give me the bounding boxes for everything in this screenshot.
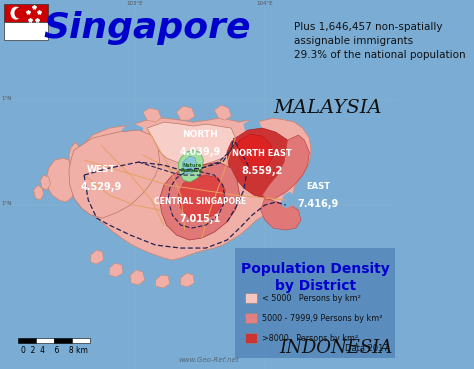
Text: EAST: EAST <box>306 182 330 191</box>
Text: 5000 - 7999,9 Persons by km²: 5000 - 7999,9 Persons by km² <box>262 314 383 323</box>
Bar <box>18 338 36 343</box>
Bar <box>72 338 90 343</box>
Circle shape <box>14 8 23 18</box>
Polygon shape <box>214 105 231 120</box>
Text: 103°E: 103°E <box>126 1 143 6</box>
Circle shape <box>10 7 21 20</box>
Polygon shape <box>122 124 143 138</box>
Text: MALAYSIA: MALAYSIA <box>273 99 382 117</box>
Polygon shape <box>91 250 103 264</box>
Polygon shape <box>69 130 160 218</box>
Polygon shape <box>176 106 195 120</box>
Bar <box>54 338 72 343</box>
Polygon shape <box>281 192 294 208</box>
Text: 4.529,9: 4.529,9 <box>80 182 121 192</box>
Polygon shape <box>143 108 162 122</box>
Bar <box>4 22 48 40</box>
Text: NORTH: NORTH <box>182 130 218 139</box>
Polygon shape <box>69 118 311 260</box>
Text: NORTH EAST: NORTH EAST <box>232 149 292 158</box>
Text: 8.559,2: 8.559,2 <box>242 166 283 176</box>
Text: WEST: WEST <box>86 165 115 174</box>
Bar <box>236 248 395 358</box>
Text: CENTRAL SINGAPORE: CENTRAL SINGAPORE <box>154 197 246 206</box>
Text: Data 2017: Data 2017 <box>345 344 388 352</box>
Polygon shape <box>182 156 197 174</box>
Text: 1°N: 1°N <box>2 96 12 101</box>
Polygon shape <box>244 120 262 136</box>
Text: www.Geo-Ref.net: www.Geo-Ref.net <box>178 357 239 363</box>
Polygon shape <box>46 158 76 202</box>
Polygon shape <box>109 263 123 277</box>
Text: Plus 1,646,457 non-spatially
assignable immigrants
29.3% of the national populat: Plus 1,646,457 non-spatially assignable … <box>294 22 466 60</box>
Bar <box>246 293 257 303</box>
Text: Population Density
by District: Population Density by District <box>241 262 390 293</box>
Text: 7.416,9: 7.416,9 <box>297 199 338 209</box>
Polygon shape <box>40 175 50 190</box>
Bar <box>36 338 54 343</box>
Text: >8000   Persons by km²: >8000 Persons by km² <box>262 334 358 342</box>
Text: Nature
Reserve: Nature Reserve <box>181 163 203 173</box>
Polygon shape <box>262 135 310 200</box>
Text: Singapore: Singapore <box>43 11 251 45</box>
Polygon shape <box>261 198 301 230</box>
Text: INDONESIA: INDONESIA <box>280 339 393 357</box>
Polygon shape <box>178 150 203 182</box>
Text: 4.039,9: 4.039,9 <box>180 147 221 157</box>
Polygon shape <box>155 275 170 288</box>
Polygon shape <box>130 270 145 285</box>
Polygon shape <box>227 128 299 198</box>
Text: 7.015,1: 7.015,1 <box>180 214 221 224</box>
Text: 0  2  4    6    8 km: 0 2 4 6 8 km <box>21 346 88 355</box>
Text: 104°E: 104°E <box>256 1 273 6</box>
Text: < 5000   Persons by km²: < 5000 Persons by km² <box>262 293 361 303</box>
Bar <box>4 4 48 22</box>
Bar <box>246 333 257 343</box>
Polygon shape <box>181 273 194 287</box>
Polygon shape <box>160 162 239 240</box>
Bar <box>246 313 257 323</box>
Polygon shape <box>147 122 236 165</box>
Text: 1°N: 1°N <box>2 201 12 206</box>
Polygon shape <box>34 185 44 200</box>
Polygon shape <box>178 175 225 220</box>
Polygon shape <box>237 134 273 170</box>
